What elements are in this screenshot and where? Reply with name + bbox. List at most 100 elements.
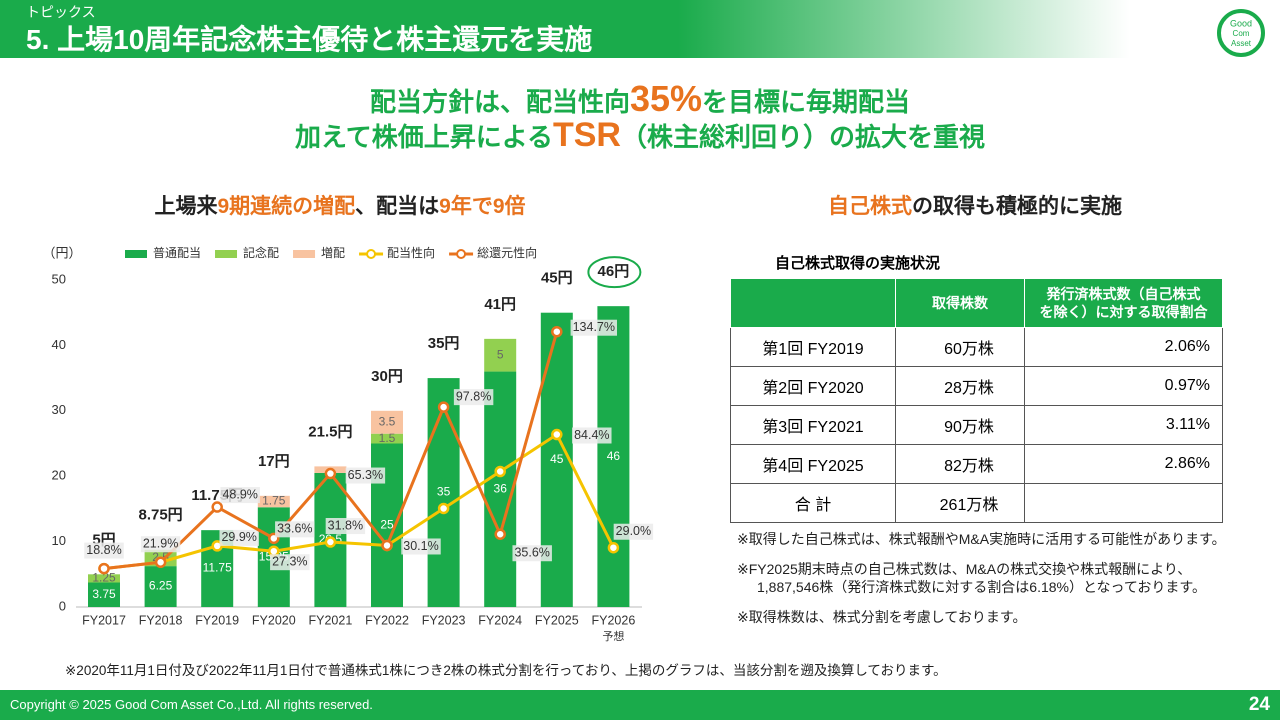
- line-value-label: 33.6%: [277, 522, 312, 536]
- line-point: [437, 401, 450, 413]
- line-value-label: 65.3%: [348, 468, 383, 482]
- line-point: [494, 465, 506, 478]
- bar-label: 45: [550, 452, 564, 466]
- highlight-ring: [587, 256, 642, 289]
- total-label: 41円: [484, 296, 516, 313]
- table-row: 第2回 FY2020 28万株 0.97%: [730, 366, 1223, 406]
- table-cell: 合 計: [730, 483, 896, 523]
- table-cell: 28万株: [895, 366, 1025, 406]
- line-point: [494, 528, 506, 540]
- y-tick-label: 30: [52, 402, 66, 417]
- line-value-label: 18.8%: [86, 543, 121, 557]
- line-value-label: 30.1%: [403, 539, 438, 553]
- legend-label: 配当性向: [387, 245, 435, 260]
- line-value-label: 27.3%: [272, 555, 307, 569]
- headline: 配当方針は、配当性向35%を目標に毎期配当: [0, 78, 1280, 120]
- bar-label: 11.75: [203, 561, 232, 575]
- note: ※取得した自己株式は、株式報酬やM&A実施時に活用する可能性があります。: [737, 530, 1226, 548]
- table-cell: 82万株: [895, 444, 1025, 484]
- logo-ring: [1217, 9, 1265, 57]
- right-heading: 自己株式の取得も積極的に実施: [760, 190, 1190, 220]
- total-label: 35円: [428, 335, 460, 352]
- legend-swatch: [293, 250, 316, 258]
- legend-swatch: [125, 250, 147, 258]
- text: 配当方針は、配当性向: [369, 87, 630, 117]
- text: 上場来: [154, 195, 218, 218]
- bar-label: 6.25: [149, 579, 173, 593]
- label-bg: [140, 536, 181, 553]
- legend-label: 総還元性向: [477, 245, 537, 260]
- bar-segment: [88, 582, 120, 607]
- chart: （円） 0 10 20 30 40 50 普通配当 記念配 増配 配当性向 総還元性向 3.75 6.25…: [42, 245, 654, 643]
- total-label: 45円: [541, 270, 573, 287]
- logo: Good Com Asset: [1217, 9, 1265, 57]
- header-line: を除く）に対する取得割合: [1039, 304, 1208, 320]
- x-tick-label: FY2021: [309, 613, 353, 627]
- total-label: 17円: [258, 453, 290, 470]
- footer-bar: [0, 690, 1280, 720]
- x-tick-label: FY2022: [365, 613, 409, 627]
- x-tick-label: FY2018: [139, 613, 183, 627]
- total-label: 8.75円: [138, 507, 182, 524]
- label-bg: [512, 545, 552, 562]
- line-point: [324, 536, 337, 548]
- table-row: 第1回 FY2019 60万株 2.06%: [730, 327, 1223, 367]
- label-bg: [270, 554, 310, 571]
- label-bg: [453, 389, 494, 406]
- x-tick-label: FY2017: [82, 613, 126, 627]
- legend-label: 普通配当: [153, 246, 201, 260]
- table-cell: 第3回 FY2021: [730, 405, 896, 445]
- label-bg: [325, 518, 366, 535]
- label-bg: [613, 523, 654, 540]
- bar-label: 3.75: [92, 587, 116, 601]
- label-bg: [570, 319, 618, 336]
- table: 取得株数 発行済株式数（自己株式 を除く）に対する取得割合第1回 FY2019 60万…: [730, 278, 1223, 523]
- line-point: [324, 467, 337, 480]
- line-point: [607, 541, 620, 554]
- bar-segment: [427, 378, 460, 607]
- line-label: 29.0%: [613, 523, 654, 540]
- line-value-label: 134.7%: [573, 320, 615, 334]
- line-label: 97.8%: [453, 389, 494, 406]
- unit-label: （円）: [42, 245, 81, 260]
- text: の取得も積極的に実施: [912, 195, 1122, 218]
- bar-label: 35: [437, 485, 451, 499]
- text: （株主総利回り）の拡大を重視: [620, 122, 985, 152]
- note: ※FY2025期末時点の自己株式数は、M&Aの株式交換や株式報酬により、 1,88…: [737, 560, 1226, 596]
- logo-text: Asset: [1231, 39, 1252, 48]
- bar-segment: [257, 495, 290, 508]
- y-tick-label: 0: [59, 598, 66, 613]
- line-label: 30.1%: [401, 538, 441, 555]
- table-cell: 第2回 FY2020: [730, 366, 896, 406]
- table-cell: [1024, 483, 1223, 523]
- bar-label: 1.5: [379, 431, 396, 445]
- note-line: 1,887,546株（発行済株式数に対する割合は6.18%）となっております。: [757, 579, 1207, 595]
- line-point: [437, 502, 450, 515]
- total-label: 46円: [598, 263, 630, 280]
- note-line: ※取得株数は、株式分割を考慮しております。: [737, 609, 1027, 625]
- table-cell: 2.06%: [1024, 327, 1223, 367]
- bar-segment: [371, 433, 403, 444]
- footnote: ※2020年11月1日付及び2022年11月1日付で普通株式1株につき2株の株式…: [65, 663, 947, 678]
- table-cell: 90万株: [895, 405, 1025, 445]
- title: 5. 上場10周年記念株主優待と株主還元を実施: [26, 24, 593, 55]
- line-value-label: 21.9%: [143, 537, 178, 551]
- line-label: 31.8%: [325, 518, 366, 535]
- table-title: 自己株式取得の実施状況: [775, 255, 941, 272]
- x-tick-note: 予想: [602, 629, 624, 643]
- label-bg: [401, 538, 441, 555]
- bar-segment: [484, 338, 517, 372]
- line-point: [98, 562, 110, 575]
- line-label: 33.6%: [275, 521, 315, 538]
- bar-label: 25: [380, 517, 394, 531]
- line-value-label: 97.8%: [456, 389, 491, 403]
- table-cell: 第1回 FY2019: [730, 327, 896, 367]
- header-line: 発行済株式数（自己株式: [1046, 286, 1201, 302]
- header-cell: 取得株数: [895, 278, 1025, 328]
- emphasis: 自己株式: [828, 195, 912, 218]
- y-tick-label: 40: [52, 337, 66, 352]
- x-tick-label: FY2020: [252, 613, 296, 627]
- y-tick-label: 50: [52, 271, 66, 286]
- bar-segment: [371, 410, 403, 434]
